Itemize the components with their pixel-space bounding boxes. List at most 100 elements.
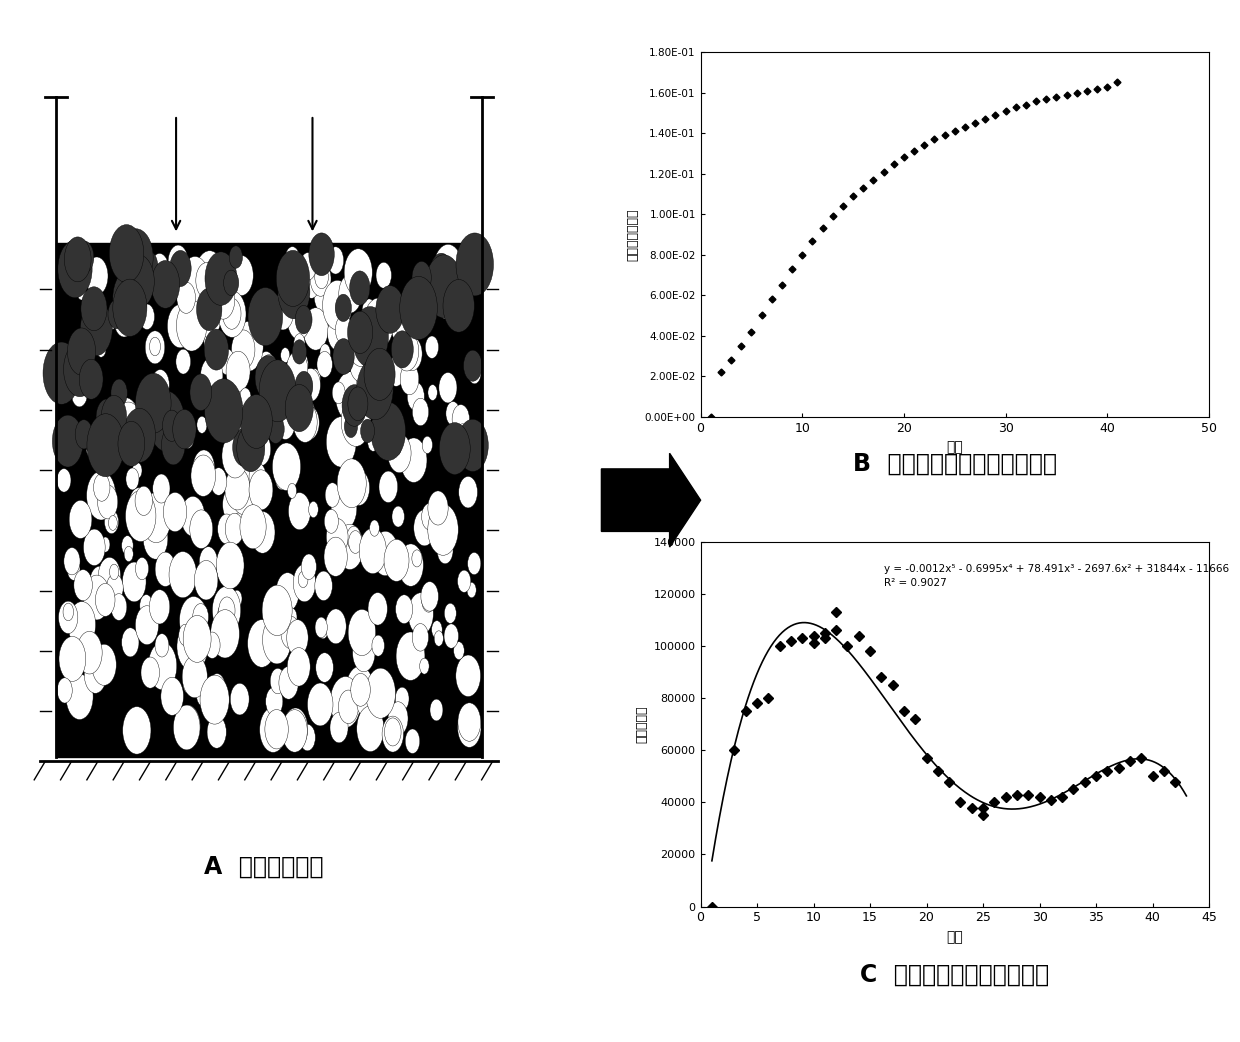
Circle shape: [293, 402, 317, 443]
Circle shape: [398, 544, 423, 587]
Circle shape: [467, 362, 481, 383]
Circle shape: [335, 294, 351, 322]
Circle shape: [114, 402, 143, 451]
Circle shape: [332, 381, 345, 403]
Circle shape: [58, 240, 92, 298]
Circle shape: [430, 253, 453, 292]
Circle shape: [325, 609, 346, 644]
Circle shape: [102, 395, 126, 438]
Circle shape: [92, 644, 117, 686]
Circle shape: [86, 296, 107, 331]
Circle shape: [129, 488, 149, 521]
Circle shape: [212, 587, 241, 634]
Circle shape: [67, 559, 81, 580]
Circle shape: [192, 603, 208, 630]
Circle shape: [149, 590, 170, 624]
Circle shape: [153, 474, 170, 503]
Circle shape: [348, 396, 365, 422]
Circle shape: [422, 437, 433, 453]
Circle shape: [84, 655, 107, 693]
Bar: [56, 244, 481, 756]
Circle shape: [309, 369, 320, 388]
Circle shape: [119, 229, 154, 287]
Circle shape: [433, 254, 450, 284]
Circle shape: [126, 468, 139, 490]
Circle shape: [182, 655, 207, 698]
Circle shape: [435, 257, 458, 295]
Circle shape: [428, 504, 459, 555]
Circle shape: [82, 649, 95, 672]
Circle shape: [95, 399, 118, 435]
Circle shape: [379, 471, 398, 502]
Circle shape: [288, 301, 310, 340]
Circle shape: [294, 564, 316, 602]
Circle shape: [388, 433, 412, 473]
Circle shape: [402, 337, 422, 371]
Circle shape: [356, 362, 378, 399]
Circle shape: [135, 373, 171, 433]
Circle shape: [404, 300, 420, 328]
Circle shape: [205, 379, 243, 443]
Circle shape: [463, 430, 480, 458]
Circle shape: [139, 304, 155, 329]
Circle shape: [420, 581, 439, 612]
Circle shape: [244, 412, 263, 443]
Circle shape: [193, 450, 215, 487]
Circle shape: [414, 510, 435, 546]
Circle shape: [197, 417, 207, 433]
Circle shape: [326, 519, 348, 555]
Circle shape: [412, 550, 422, 567]
Circle shape: [232, 513, 246, 536]
Circle shape: [151, 370, 170, 400]
Circle shape: [401, 364, 419, 395]
Circle shape: [232, 590, 242, 607]
Circle shape: [272, 294, 294, 330]
Circle shape: [413, 398, 429, 426]
Circle shape: [212, 280, 234, 319]
Circle shape: [285, 619, 295, 634]
Circle shape: [412, 262, 432, 294]
Circle shape: [98, 485, 118, 519]
Circle shape: [428, 491, 448, 525]
Circle shape: [350, 343, 373, 382]
Circle shape: [258, 351, 274, 378]
Circle shape: [371, 402, 405, 461]
Circle shape: [425, 255, 463, 318]
Circle shape: [401, 438, 427, 482]
Circle shape: [325, 482, 340, 507]
Circle shape: [244, 448, 254, 466]
Circle shape: [233, 322, 263, 371]
Circle shape: [255, 355, 281, 400]
Circle shape: [200, 675, 229, 724]
Circle shape: [73, 259, 89, 289]
Circle shape: [290, 395, 315, 437]
Circle shape: [139, 251, 157, 283]
Circle shape: [229, 246, 243, 268]
Circle shape: [456, 233, 494, 296]
Circle shape: [299, 571, 308, 588]
Circle shape: [399, 276, 438, 340]
Circle shape: [343, 284, 353, 302]
Circle shape: [161, 677, 184, 715]
Circle shape: [425, 336, 439, 358]
Circle shape: [326, 417, 356, 467]
Circle shape: [164, 493, 187, 531]
Circle shape: [176, 300, 207, 351]
Circle shape: [445, 442, 464, 474]
Circle shape: [278, 396, 286, 412]
Circle shape: [324, 537, 347, 576]
Circle shape: [43, 342, 81, 404]
Circle shape: [348, 387, 368, 421]
Circle shape: [376, 286, 404, 333]
Circle shape: [135, 487, 153, 516]
Circle shape: [64, 237, 91, 281]
Circle shape: [197, 288, 222, 330]
Circle shape: [233, 411, 247, 433]
Circle shape: [218, 605, 228, 622]
Circle shape: [229, 255, 253, 296]
Circle shape: [281, 271, 300, 303]
Circle shape: [314, 278, 335, 314]
Circle shape: [299, 406, 319, 440]
Circle shape: [348, 470, 370, 505]
Circle shape: [79, 359, 103, 399]
